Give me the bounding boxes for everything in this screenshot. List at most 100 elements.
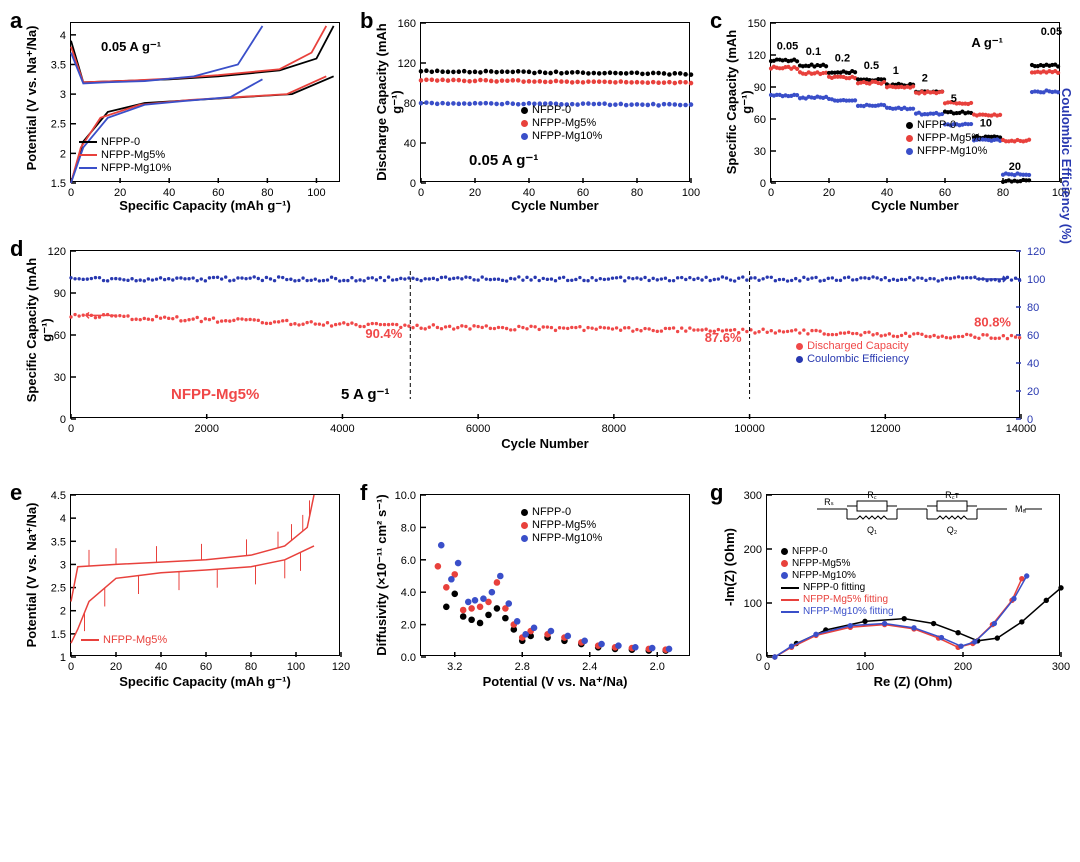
anno-a-rate: 0.05 A g⁻¹ xyxy=(101,39,161,55)
d-rate: 5 A g⁻¹ xyxy=(341,385,389,403)
svg-text:60: 60 xyxy=(54,330,66,342)
svg-text:8000: 8000 xyxy=(602,423,626,435)
svg-text:20: 20 xyxy=(1009,161,1021,173)
svg-text:87.6%: 87.6% xyxy=(705,330,742,345)
legend-a: NFPP-0 NFPP-Mg5% NFPP-Mg10% xyxy=(79,135,171,175)
panel-label-a: a xyxy=(10,8,22,34)
svg-text:200: 200 xyxy=(954,661,972,673)
svg-text:2.5: 2.5 xyxy=(51,583,66,595)
legend-f: NFPP-0 NFPP-Mg5% NFPP-Mg10% xyxy=(521,505,602,545)
svg-text:0: 0 xyxy=(760,178,766,190)
svg-text:100: 100 xyxy=(287,661,305,673)
svg-text:3.2: 3.2 xyxy=(447,661,462,673)
svg-text:0: 0 xyxy=(756,652,762,664)
xlabel-e: Specific Capacity (mAh g⁻¹) xyxy=(70,674,340,690)
legend-c: NFPP-0 NFPP-Mg5% NFPP-Mg10% xyxy=(906,118,987,158)
svg-text:4.5: 4.5 xyxy=(51,490,66,502)
ylabel-b: Discharge Capacity (mAh g⁻¹) xyxy=(374,22,405,182)
legend-d: Discharged Capacity Coulombic Efficiency xyxy=(796,339,909,366)
svg-text:1: 1 xyxy=(893,65,899,77)
xlabel-g: Re (Z) (Ohm) xyxy=(766,674,1060,689)
svg-text:2: 2 xyxy=(60,148,66,160)
svg-text:2.4: 2.4 xyxy=(582,661,597,673)
ylabel-g: -Im(Z) (Ohm) xyxy=(722,486,737,648)
svg-text:0: 0 xyxy=(764,661,770,673)
svg-text:100: 100 xyxy=(856,661,874,673)
svg-text:2.8: 2.8 xyxy=(515,661,530,673)
svg-text:0.2: 0.2 xyxy=(835,52,850,64)
svg-text:5: 5 xyxy=(951,93,957,105)
svg-text:10000: 10000 xyxy=(734,423,765,435)
panel-label-c: c xyxy=(710,8,722,34)
legend-g: NFPP-0 NFPP-Mg5% NFPP-Mg10% NFPP-0 fitti… xyxy=(781,545,894,618)
svg-text:90: 90 xyxy=(54,288,66,300)
svg-text:Mₐ: Mₐ xyxy=(1015,504,1026,514)
svg-text:60: 60 xyxy=(1027,330,1039,342)
c-rate-unit: A g⁻¹ xyxy=(971,35,1003,51)
svg-text:80: 80 xyxy=(245,661,257,673)
svg-text:2: 2 xyxy=(60,606,66,618)
svg-text:0.05: 0.05 xyxy=(1041,26,1062,38)
xlabel-d: Cycle Number xyxy=(70,436,1020,451)
svg-text:3: 3 xyxy=(60,89,66,101)
svg-text:12000: 12000 xyxy=(870,423,901,435)
xlabel-a: Specific Capacity (mAh g⁻¹) xyxy=(70,198,340,214)
svg-text:Rₛ: Rₛ xyxy=(824,497,834,507)
svg-text:0.05: 0.05 xyxy=(777,41,798,53)
svg-text:R꜀ᴛ: R꜀ᴛ xyxy=(945,490,959,500)
svg-text:0.1: 0.1 xyxy=(806,46,821,58)
panel-b: b 02040608010004080120160 0.05 A g⁻¹ NFP… xyxy=(360,8,700,218)
d-sample: NFPP-Mg5% xyxy=(171,386,259,403)
svg-text:Q₁: Q₁ xyxy=(867,525,877,535)
svg-text:300: 300 xyxy=(1052,661,1070,673)
svg-text:0: 0 xyxy=(68,423,74,435)
svg-text:60: 60 xyxy=(754,114,766,126)
svg-text:40: 40 xyxy=(404,138,416,150)
panel-label-f: f xyxy=(360,480,367,506)
svg-text:3: 3 xyxy=(60,559,66,571)
svg-text:6000: 6000 xyxy=(466,423,490,435)
ylabel-e: Potential (V vs. Na⁺/Na) xyxy=(24,494,40,656)
xlabel-c: Cycle Number xyxy=(770,198,1060,213)
svg-text:90: 90 xyxy=(754,82,766,94)
svg-text:8.0: 8.0 xyxy=(401,522,416,534)
svg-text:40: 40 xyxy=(155,661,167,673)
svg-text:2000: 2000 xyxy=(194,423,218,435)
svg-text:30: 30 xyxy=(754,146,766,158)
svg-text:0.5: 0.5 xyxy=(864,60,879,72)
panel-label-b: b xyxy=(360,8,373,34)
svg-text:0.0: 0.0 xyxy=(401,652,416,664)
ylabel-a: Potential (V vs. Na⁺/Na) xyxy=(24,18,40,178)
plot-f: 3.22.82.42.00.02.04.06.08.010.0 NFPP-0 N… xyxy=(420,494,690,656)
svg-text:0: 0 xyxy=(410,178,416,190)
xlabel-b: Cycle Number xyxy=(420,198,690,213)
svg-text:0: 0 xyxy=(1027,414,1033,426)
xlabel-f: Potential (V vs. Na⁺/Na) xyxy=(420,674,690,690)
plot-g: 01002003000100200300RₛR꜀Q₁R꜀ᴛQ₂Mₐ NFPP-0… xyxy=(766,494,1060,656)
ylabel2-d: Coulombic Efficiency (%) xyxy=(1059,82,1074,250)
svg-text:Q₂: Q₂ xyxy=(947,525,958,535)
svg-text:100: 100 xyxy=(744,598,762,610)
svg-text:30: 30 xyxy=(54,372,66,384)
svg-text:20: 20 xyxy=(1027,386,1039,398)
svg-text:R꜀: R꜀ xyxy=(867,490,877,500)
svg-text:3.5: 3.5 xyxy=(51,59,66,71)
svg-text:80.8%: 80.8% xyxy=(974,315,1011,330)
svg-text:4: 4 xyxy=(60,513,66,525)
svg-text:4000: 4000 xyxy=(330,423,354,435)
svg-text:300: 300 xyxy=(744,490,762,502)
svg-text:1.5: 1.5 xyxy=(51,629,66,641)
svg-text:10.0: 10.0 xyxy=(395,490,416,502)
panel-a: a 0204060801001.522.533.54 0.05 A g⁻¹ NF… xyxy=(10,8,350,218)
plot-b: 02040608010004080120160 0.05 A g⁻¹ NFPP-… xyxy=(420,22,690,182)
panel-c: c 02040608010003060901201500.050.10.20.5… xyxy=(710,8,1070,218)
svg-text:200: 200 xyxy=(744,544,762,556)
panel-d: d 02000400060008000100001200014000030609… xyxy=(10,236,1070,456)
svg-text:2.0: 2.0 xyxy=(650,661,665,673)
svg-text:20: 20 xyxy=(110,661,122,673)
svg-text:120: 120 xyxy=(1027,246,1045,258)
ylabel-f: Diffusivity (×10⁻¹¹ cm² s⁻¹) xyxy=(374,494,390,656)
plot-c: 02040608010003060901201500.050.10.20.512… xyxy=(770,22,1060,182)
ylabel-c: Specific Capacity (mAh g⁻¹) xyxy=(724,22,755,182)
svg-text:6.0: 6.0 xyxy=(401,555,416,567)
